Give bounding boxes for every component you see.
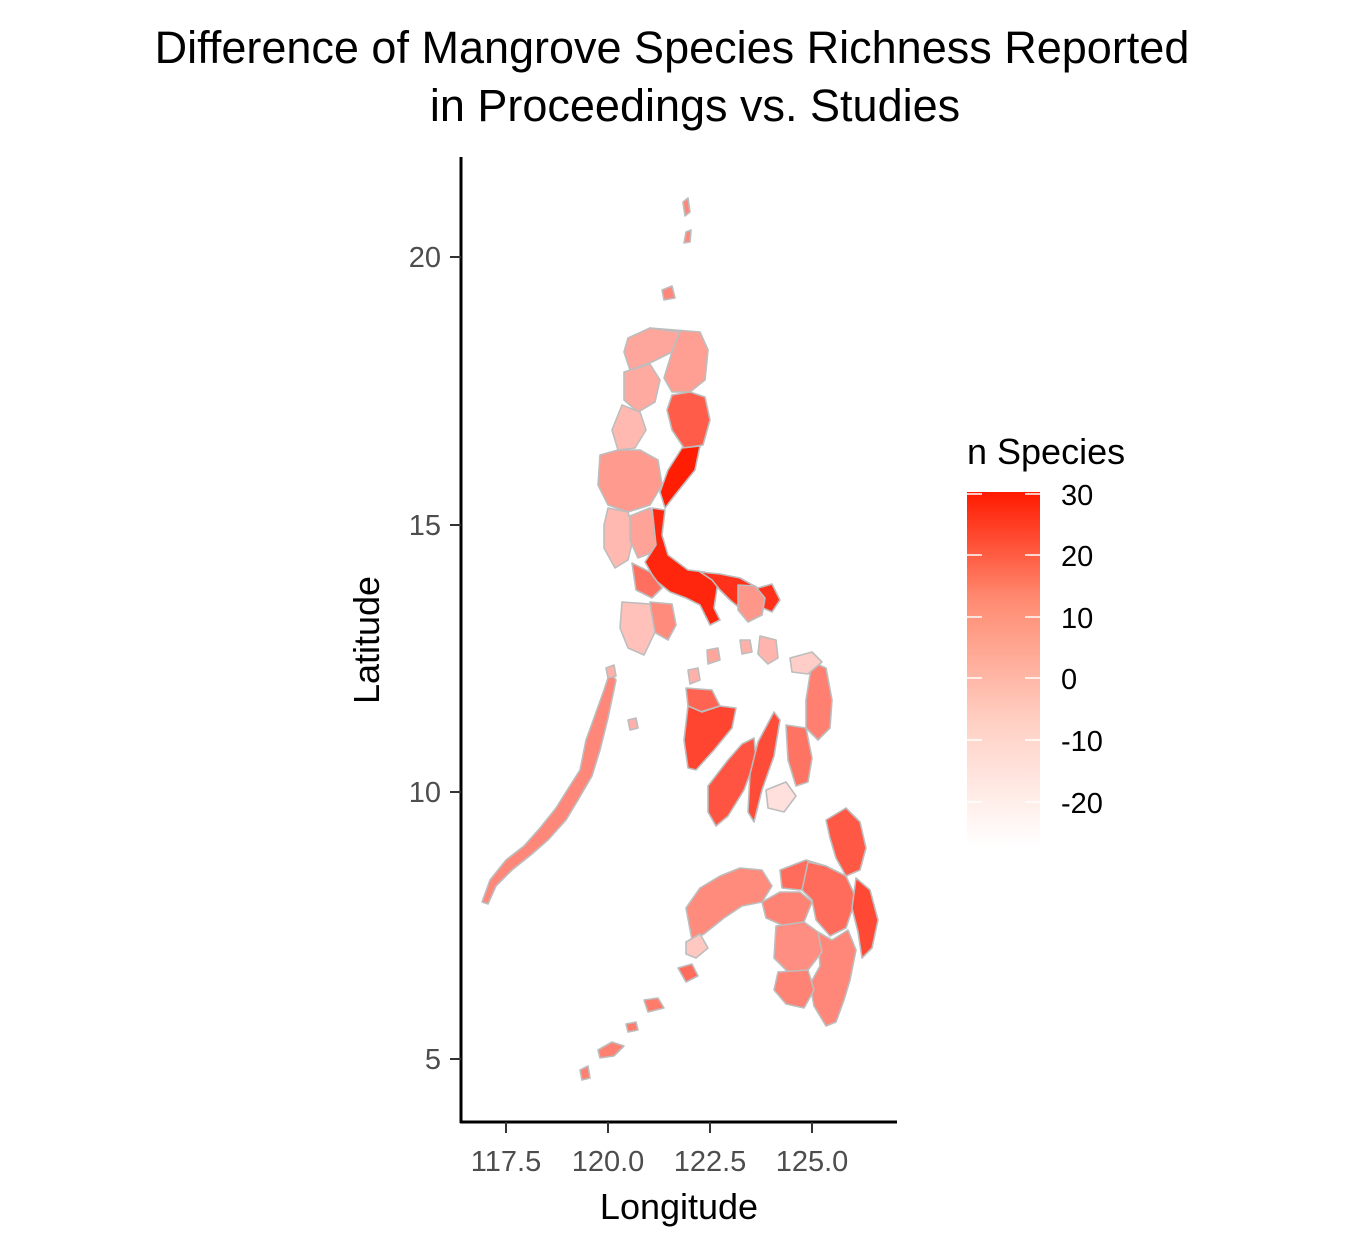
legend-label: -10 [1061, 726, 1103, 758]
region-shape [603, 507, 635, 569]
x-tick-label: 125.0 [776, 1146, 849, 1178]
x-tick-label: 120.0 [572, 1146, 645, 1178]
region-cagayan [649, 327, 709, 393]
y-ticks: 20 15 10 5 [409, 242, 461, 1076]
region-shape [801, 861, 857, 937]
region-shape [579, 1065, 591, 1081]
region-shape [631, 562, 663, 599]
region-shape [757, 635, 779, 665]
region-cuyo [605, 664, 639, 731]
region-shape [747, 711, 781, 823]
legend-label: -20 [1061, 788, 1103, 820]
region-shape [789, 651, 823, 675]
y-tick-label: 15 [409, 510, 441, 542]
region-shape [773, 969, 815, 1009]
region-shape [683, 705, 737, 771]
region-northern-samar [789, 651, 823, 675]
region-shape [761, 891, 813, 927]
region-surigao [825, 807, 867, 877]
x-ticks: 117.5 120.0 122.5 125.0 [471, 1122, 849, 1178]
legend-label: 10 [1061, 603, 1093, 635]
region-masbate [757, 635, 779, 665]
region-shape [661, 285, 676, 301]
region-shape [623, 363, 661, 413]
region-marinduque [706, 647, 721, 665]
region-shape [481, 671, 617, 905]
region-shape [597, 449, 663, 513]
region-shape [666, 391, 711, 449]
region-lanao [761, 891, 813, 927]
region-shape [687, 667, 701, 685]
region-shape [677, 963, 699, 983]
legend-ticks [967, 493, 1040, 803]
region-shape [659, 445, 701, 509]
region-basilan [677, 963, 699, 983]
y-tick-label: 10 [409, 777, 441, 809]
region-shape [685, 867, 773, 941]
region-shape [611, 404, 647, 451]
region-shape [785, 724, 813, 787]
region-cebu [747, 711, 781, 823]
region-leyte [785, 724, 813, 787]
region-sulu [625, 997, 665, 1033]
region-zamboanga-peninsula [685, 867, 773, 941]
region-ilocos-sur [623, 363, 661, 413]
legend-label: 20 [1061, 541, 1093, 573]
region-la-union [611, 404, 647, 451]
y-axis-title: Latitude [346, 576, 387, 704]
region-isabela [666, 391, 711, 449]
region-shape [739, 639, 753, 655]
region-cotabato [773, 921, 823, 973]
x-tick-label: 122.5 [674, 1146, 747, 1178]
region-shape [605, 664, 617, 679]
region-batanes [661, 197, 692, 301]
region-shape [625, 1021, 639, 1033]
y-tick-label: 20 [409, 242, 441, 274]
region-camarines [737, 584, 766, 623]
region-batangas [631, 562, 663, 599]
region-shape [682, 197, 691, 217]
region-shape [685, 933, 709, 959]
region-zamboanga-city [685, 933, 709, 959]
region-shape [683, 229, 692, 244]
region-pangasinan [597, 449, 663, 513]
region-panay [683, 705, 737, 771]
legend-label: 0 [1061, 664, 1077, 696]
region-romblon [687, 639, 753, 685]
region-davao-oriental [851, 877, 879, 959]
region-bohol [765, 781, 797, 813]
region-aurora [659, 445, 701, 509]
region-shape [851, 877, 879, 959]
map-regions [481, 197, 879, 1081]
region-samar [805, 661, 833, 741]
legend-colorbar [967, 492, 1040, 847]
region-shape [643, 997, 665, 1013]
region-shape [737, 584, 766, 623]
region-shape [619, 601, 656, 656]
legend-label: 30 [1061, 480, 1093, 512]
region-occidental-mindoro [619, 601, 656, 656]
region-shape [597, 1041, 625, 1059]
region-tawi-tawi [579, 1041, 625, 1081]
region-shape [765, 781, 797, 813]
chart-title-line2: in Proceedings vs. Studies [430, 80, 960, 131]
region-agusan [801, 861, 857, 937]
y-tick-label: 5 [425, 1044, 441, 1076]
region-shape [627, 717, 639, 731]
x-axis-title: Longitude [600, 1186, 758, 1227]
region-shape [773, 921, 823, 973]
legend: n Species 30 20 10 0 -10 -20 [967, 431, 1125, 847]
region-shape [649, 327, 709, 393]
region-sarangani [773, 969, 815, 1009]
legend-title: n Species [967, 431, 1125, 472]
region-shape [805, 661, 833, 741]
region-zambales [603, 507, 635, 569]
region-shape [706, 647, 721, 665]
chart-title-line1: Difference of Mangrove Species Richness … [155, 22, 1190, 73]
region-palawan [481, 671, 617, 905]
region-shape [825, 807, 867, 877]
x-tick-label: 117.5 [471, 1146, 541, 1178]
